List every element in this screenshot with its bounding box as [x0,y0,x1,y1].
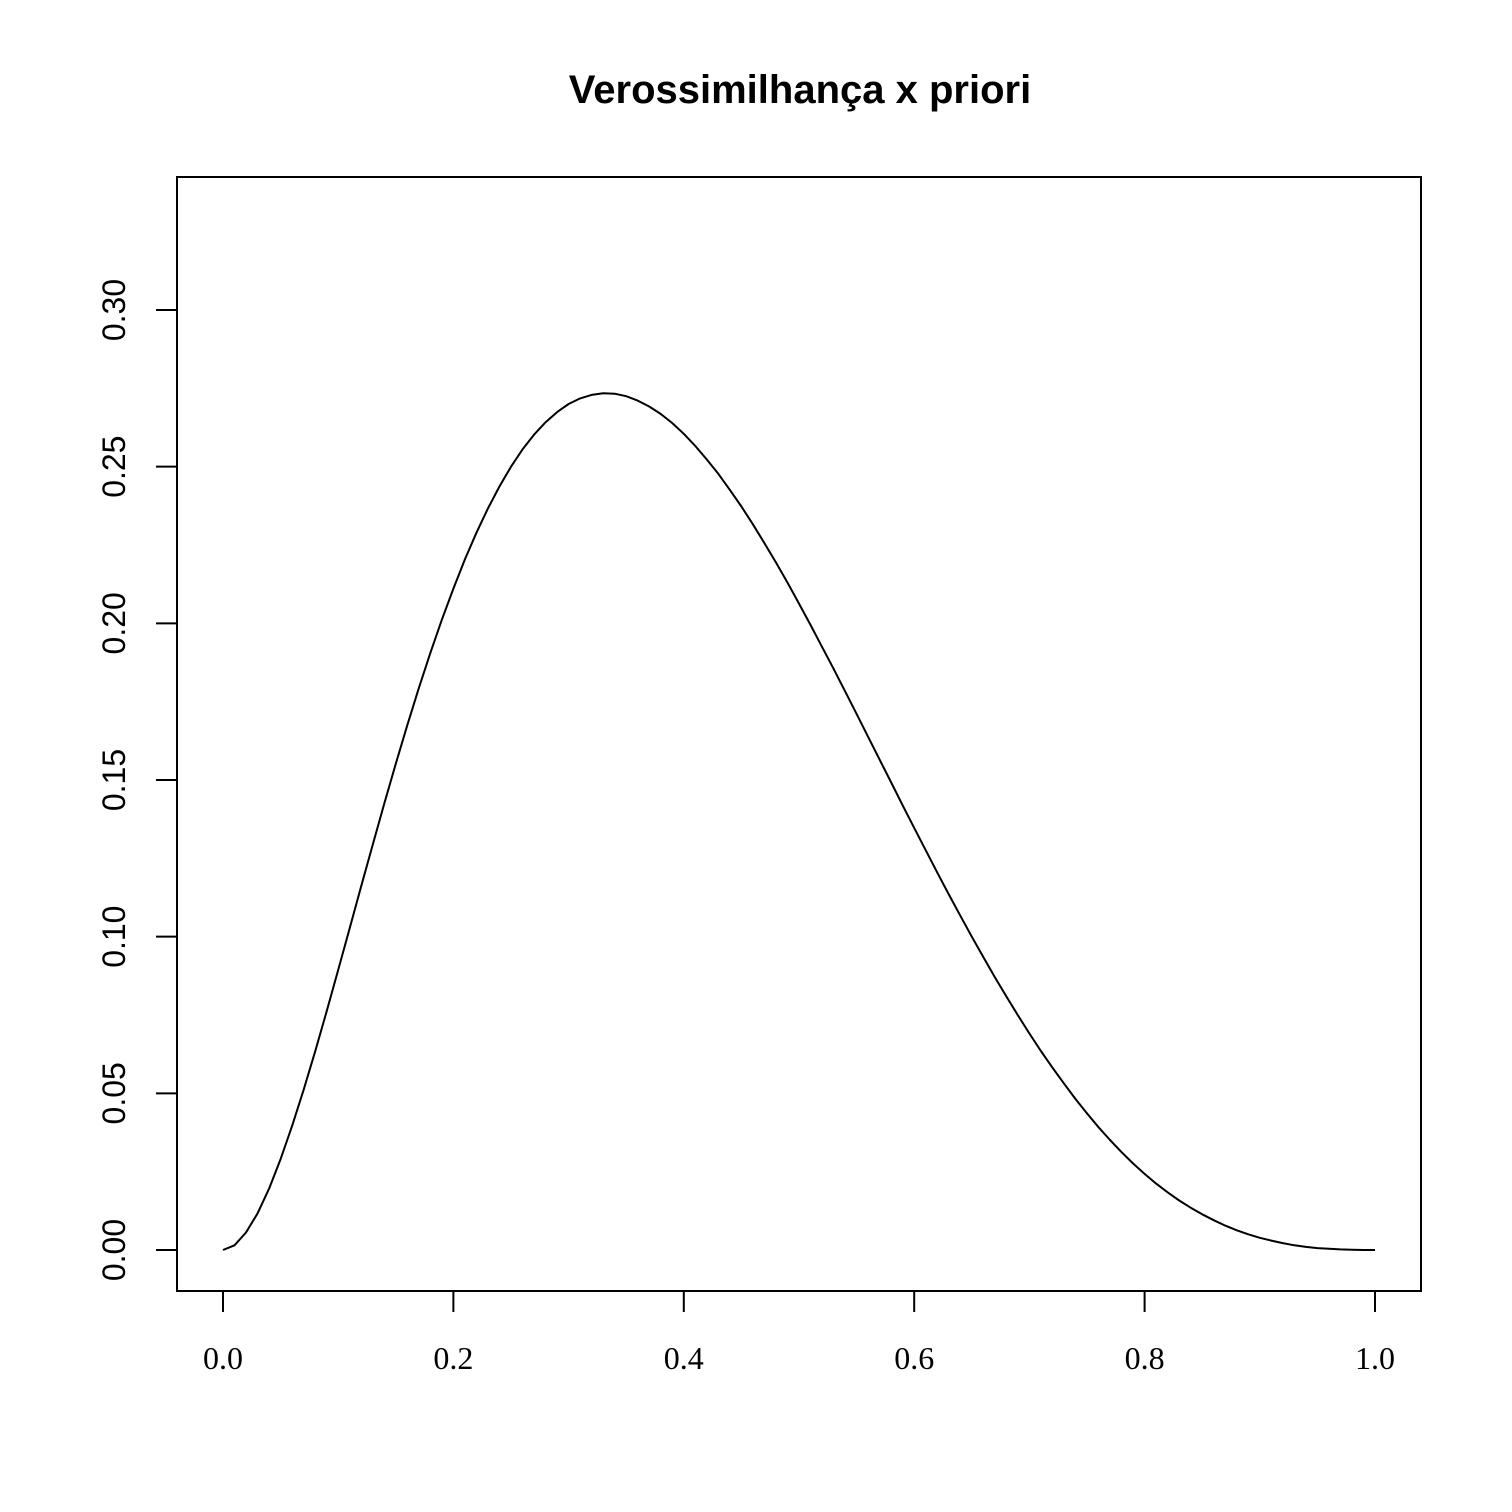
y-tick-label: 0.30 [96,279,132,341]
y-tick-label: 0.20 [96,592,132,654]
series-layer [222,392,1375,1251]
x-tick-label: 0.6 [894,1340,934,1376]
y-axis: 0.00 0.05 0.10 0.15 0.20 0.25 0.30 [96,279,178,1281]
y-tick-label: 0.10 [96,906,132,968]
y-tick-label: 0.15 [96,749,132,811]
x-tick-label: 0.8 [1125,1340,1165,1376]
y-tick-label: 0.25 [96,436,132,498]
series-line-0 [222,392,1375,1251]
x-tick-label: 0.4 [664,1340,704,1376]
chart-title: Verossimilhança x priori [569,68,1031,112]
y-tick-label: 0.00 [96,1219,132,1281]
x-tick-label: 0.0 [203,1340,243,1376]
y-tick-label: 0.05 [96,1062,132,1124]
x-tick-label: 0.2 [433,1340,473,1376]
x-tick-label: 1.0 [1355,1340,1395,1376]
x-axis: 0.0 0.2 0.4 0.6 0.8 1.0 [203,1290,1395,1376]
